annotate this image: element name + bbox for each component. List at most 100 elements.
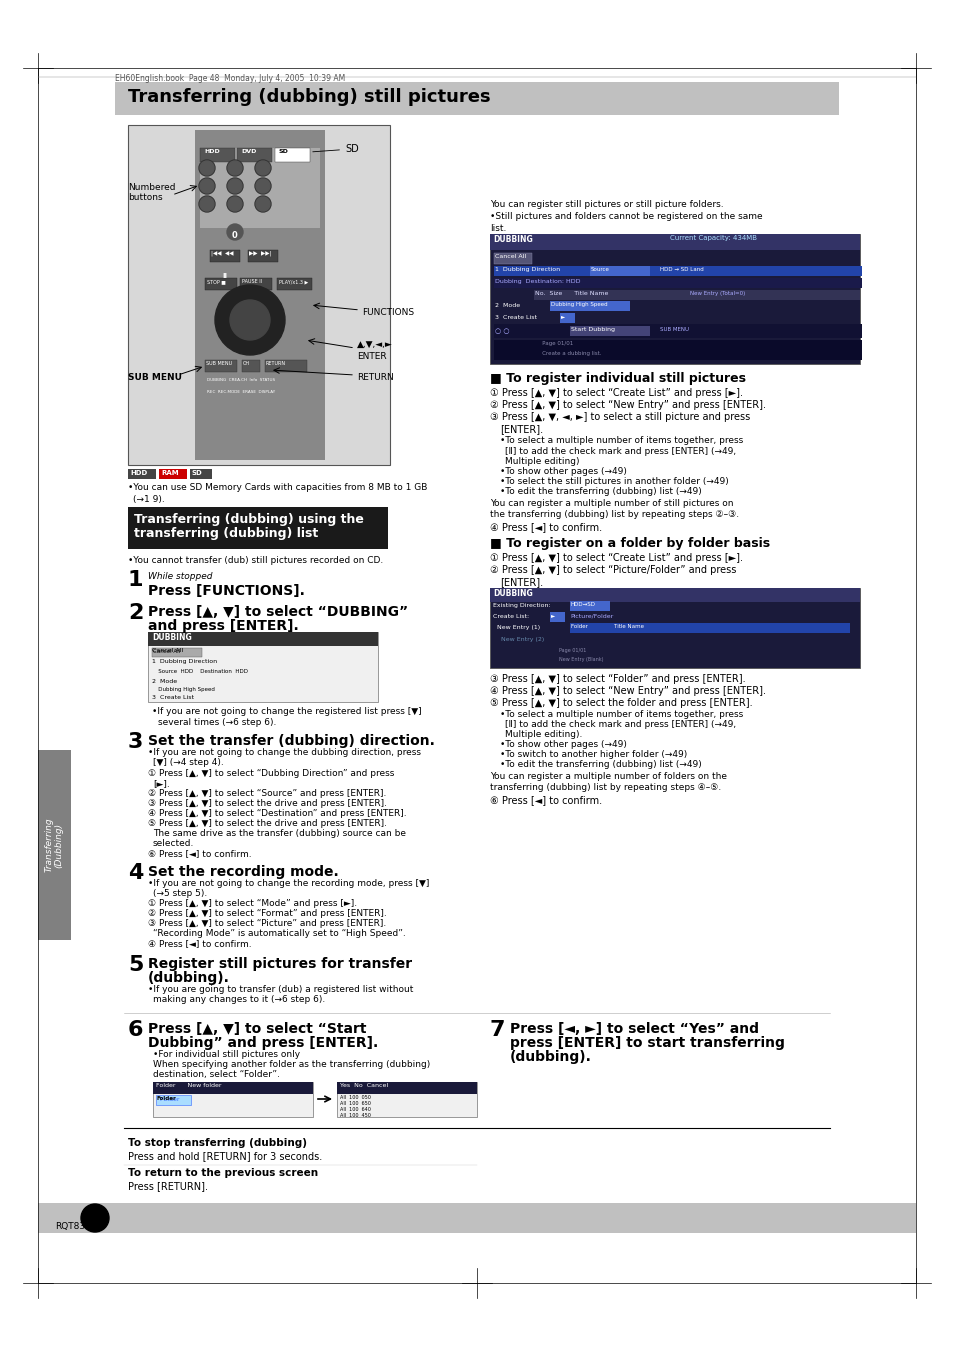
Text: •You can use SD Memory Cards with capacities from 8 MB to 1 GB: •You can use SD Memory Cards with capaci… — [128, 484, 427, 492]
Circle shape — [227, 224, 243, 240]
Bar — [128, 126, 390, 465]
Text: RAM: RAM — [161, 470, 178, 476]
Text: To return to the previous screen: To return to the previous screen — [128, 1169, 317, 1178]
Bar — [205, 278, 236, 290]
Text: “Recording Mode” is automatically set to “High Speed”.: “Recording Mode” is automatically set to… — [152, 929, 405, 938]
Text: •To select a multiple number of items together, press: •To select a multiple number of items to… — [499, 436, 742, 444]
Text: •To switch to another higher folder (→49): •To switch to another higher folder (→49… — [499, 750, 686, 759]
Text: and press [ENTER].: and press [ENTER]. — [148, 619, 298, 634]
Text: All  100  050: All 100 050 — [339, 1096, 371, 1100]
Text: ② Press [▲, ▼] to select “Source” and press [ENTER].: ② Press [▲, ▼] to select “Source” and pr… — [148, 789, 386, 798]
Bar — [494, 266, 862, 276]
Bar — [128, 507, 388, 549]
Text: Page 01/01: Page 01/01 — [493, 648, 586, 653]
Bar — [265, 359, 307, 372]
Text: ④ Press [▲, ▼] to select “New Entry” and press [ENTER].: ④ Press [▲, ▼] to select “New Entry” and… — [490, 686, 765, 696]
Text: Current Capacity: 434MB: Current Capacity: 434MB — [669, 235, 757, 240]
Text: destination, select “Folder”.: destination, select “Folder”. — [152, 1070, 279, 1079]
Text: The same drive as the transfer (dubbing) source can be: The same drive as the transfer (dubbing)… — [152, 830, 406, 838]
Bar — [156, 1096, 191, 1105]
Bar — [242, 359, 260, 372]
Bar — [210, 250, 240, 262]
Text: ▲,▼,◄,►: ▲,▼,◄,► — [356, 340, 393, 349]
Text: 7: 7 — [490, 1020, 505, 1040]
Text: Register still pictures for transfer: Register still pictures for transfer — [148, 957, 412, 971]
Text: [Ⅱ] to add the check mark and press [ENTER] (→49,: [Ⅱ] to add the check mark and press [ENT… — [504, 720, 736, 730]
Text: Dubbing  Destination: HDD: Dubbing Destination: HDD — [495, 280, 579, 284]
Circle shape — [199, 159, 214, 176]
Text: Press [▲, ▼] to select “DUBBING”: Press [▲, ▼] to select “DUBBING” — [148, 605, 408, 619]
Text: ④ Press [◄] to confirm.: ④ Press [◄] to confirm. — [148, 939, 252, 948]
Text: Transferring
(Dubbing): Transferring (Dubbing) — [44, 817, 64, 873]
Bar — [569, 601, 609, 611]
Text: Source  HDD    Destination  HDD: Source HDD Destination HDD — [152, 669, 248, 674]
Text: 3: 3 — [260, 168, 266, 177]
Text: ③ Press [▲, ▼] to select “Picture” and press [ENTER].: ③ Press [▲, ▼] to select “Picture” and p… — [148, 919, 386, 928]
Text: ►: ► — [560, 313, 565, 319]
Text: CH: CH — [243, 361, 250, 366]
Text: buttons: buttons — [128, 193, 162, 203]
Text: ►: ► — [551, 613, 555, 617]
Bar — [534, 290, 859, 300]
Bar — [336, 1082, 476, 1094]
Circle shape — [227, 178, 243, 195]
Text: RETURN: RETURN — [266, 361, 286, 366]
Text: (dubbing).: (dubbing). — [510, 1050, 591, 1065]
Text: You can register still pictures or still picture folders.: You can register still pictures or still… — [490, 200, 723, 209]
Circle shape — [254, 159, 271, 176]
Text: •If you are not going to change the registered list press [▼]: •If you are not going to change the regi… — [152, 707, 421, 716]
Text: the transferring (dubbing) list by repeating steps ②–③.: the transferring (dubbing) list by repea… — [490, 509, 739, 519]
Circle shape — [254, 196, 271, 212]
Text: While stopped: While stopped — [148, 571, 213, 581]
Text: |◀◀  ◀◀: |◀◀ ◀◀ — [211, 251, 233, 257]
Text: Dubbing High Speed: Dubbing High Speed — [551, 303, 607, 307]
Bar — [205, 359, 236, 372]
Text: [ENTER].: [ENTER]. — [499, 424, 542, 434]
Text: (dubbing).: (dubbing). — [148, 971, 230, 985]
Text: (→1 9).: (→1 9). — [132, 494, 165, 504]
Text: ENTER: ENTER — [238, 320, 261, 326]
Circle shape — [214, 285, 285, 355]
Text: ENTER: ENTER — [356, 353, 386, 361]
Text: HDD → SD Land: HDD → SD Land — [659, 267, 703, 272]
Bar — [490, 234, 859, 250]
Bar — [490, 588, 859, 603]
Text: SD: SD — [192, 470, 203, 476]
Text: Folder      New folder: Folder New folder — [156, 1084, 221, 1088]
Text: DUBBING: DUBBING — [493, 235, 532, 245]
Circle shape — [228, 197, 242, 211]
Text: [ENTER].: [ENTER]. — [499, 577, 542, 586]
Bar — [152, 648, 202, 657]
Circle shape — [255, 178, 270, 193]
Text: All  100  640: All 100 640 — [339, 1106, 371, 1112]
Text: •For individual still pictures only: •For individual still pictures only — [152, 1050, 300, 1059]
Circle shape — [199, 196, 214, 212]
Circle shape — [81, 1204, 109, 1232]
Text: ② Press [▲, ▼] to select “Format” and press [ENTER].: ② Press [▲, ▼] to select “Format” and pr… — [148, 909, 386, 917]
Text: 5: 5 — [232, 185, 237, 195]
Text: 3  Create List: 3 Create List — [152, 694, 193, 700]
Text: ① Press [▲, ▼] to select “Create List” and press [►].: ① Press [▲, ▼] to select “Create List” a… — [490, 388, 742, 399]
Bar — [240, 278, 272, 290]
Text: Set the transfer (dubbing) direction.: Set the transfer (dubbing) direction. — [148, 734, 435, 748]
Text: Press [FUNCTIONS].: Press [FUNCTIONS]. — [148, 584, 305, 598]
Bar — [236, 149, 272, 162]
Text: 1: 1 — [204, 168, 210, 177]
Text: •To edit the transferring (dubbing) list (→49): •To edit the transferring (dubbing) list… — [499, 761, 701, 769]
Text: Multiple editing).: Multiple editing). — [504, 730, 581, 739]
Text: Source: Source — [590, 267, 609, 272]
Text: 2  Mode: 2 Mode — [495, 303, 519, 308]
Text: New Entry (Total=0): New Entry (Total=0) — [689, 290, 744, 296]
Circle shape — [255, 161, 270, 176]
Text: ■ To register on a folder by folder basis: ■ To register on a folder by folder basi… — [490, 536, 769, 550]
Text: SD: SD — [278, 149, 289, 154]
Text: 0: 0 — [232, 231, 237, 240]
Text: 2: 2 — [128, 603, 143, 623]
Text: •To show other pages (→49): •To show other pages (→49) — [499, 467, 626, 476]
Text: several times (→6 step 6).: several times (→6 step 6). — [158, 717, 276, 727]
Text: RQT8307: RQT8307 — [55, 1221, 96, 1231]
Text: DVD: DVD — [241, 149, 256, 154]
Bar — [494, 340, 862, 359]
Bar — [336, 1082, 476, 1117]
Bar — [115, 82, 838, 115]
